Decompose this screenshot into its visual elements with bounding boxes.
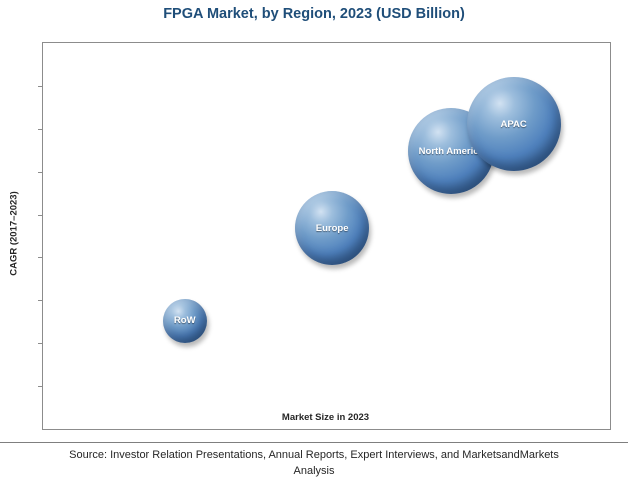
- source-text: Source: Investor Relation Presentations,…: [0, 447, 628, 479]
- bubble-apac: APAC: [466, 77, 561, 172]
- bubble-row: RoW: [162, 298, 207, 343]
- source-divider: [0, 442, 628, 443]
- x-axis-label: Market Size in 2023: [281, 412, 370, 423]
- y-axis-tick: [38, 386, 43, 388]
- bubble-label: Europe: [315, 222, 349, 234]
- bubble-label: RoW: [173, 315, 196, 327]
- chart-title: FPGA Market, by Region, 2023 (USD Billio…: [163, 6, 465, 22]
- plot-area: RoW Europe North America APAC: [38, 42, 611, 430]
- y-axis-tick: [38, 300, 43, 302]
- source-line-1: Source: Investor Relation Presentations,…: [69, 449, 559, 461]
- y-axis-tick: [38, 214, 43, 216]
- source-line-2: Analysis: [293, 465, 335, 477]
- y-axis-tick: [38, 128, 43, 130]
- y-axis-label: CAGR (2017–2023): [8, 191, 20, 276]
- y-axis-tick: [38, 257, 43, 259]
- bubble-label: North America: [418, 145, 484, 157]
- y-axis-tick: [38, 85, 43, 87]
- y-axis-tick: [38, 343, 43, 345]
- y-axis-tick: [38, 171, 43, 173]
- bubble-europe: Europe: [295, 191, 370, 266]
- bubble-label: APAC: [500, 118, 527, 130]
